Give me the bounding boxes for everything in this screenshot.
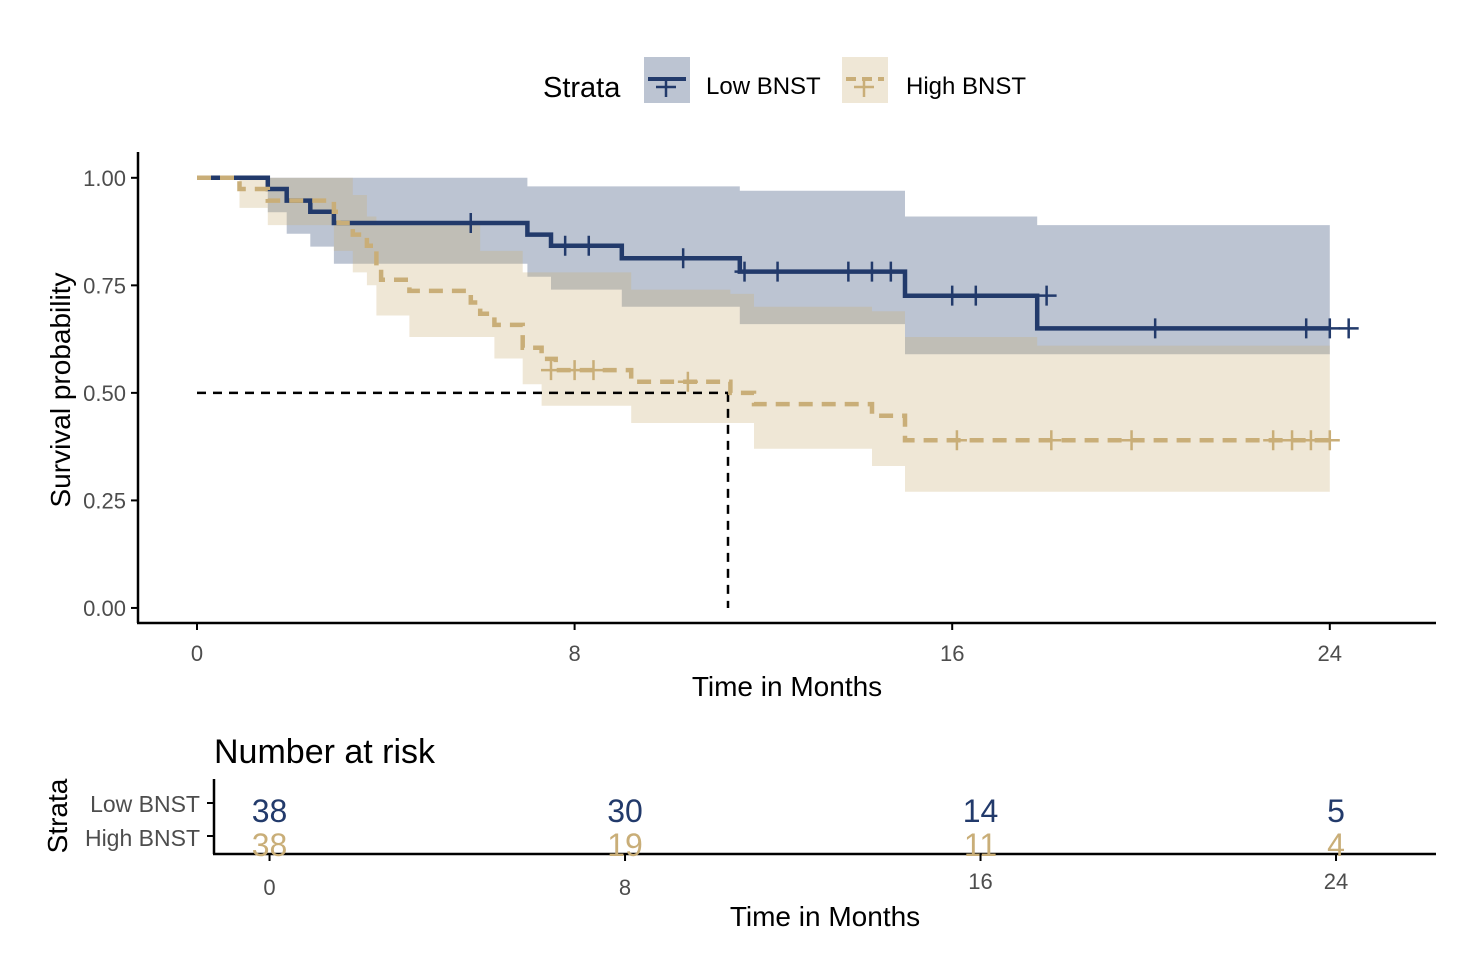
- censor-mark-low-bnst: [861, 261, 882, 282]
- x-tick-label: 8: [568, 641, 580, 666]
- censor-mark-low-bnst: [942, 285, 963, 306]
- risk-table-title: Number at risk: [214, 733, 436, 771]
- legend-key-high-bnst-censor: [854, 77, 874, 97]
- censor-mark-low-bnst: [1296, 318, 1317, 339]
- risk-x-tick-label: 8: [619, 875, 631, 900]
- risk-table-panel: Number at risk Low BNST High BNST Strata…: [42, 733, 1436, 932]
- censor-mark-high-bnst: [1319, 430, 1340, 451]
- risk-x-tick-label: 0: [263, 875, 275, 900]
- censor-mark-high-bnst: [564, 360, 585, 381]
- y-tick-label: 0.25: [83, 488, 126, 513]
- legend-title: Strata: [543, 72, 621, 104]
- y-axis-title: Survival probability: [45, 273, 76, 508]
- risk-x-tick-label: 16: [968, 869, 992, 894]
- risk-table-x-ticks: 0 8 16 24: [263, 854, 1348, 900]
- risk-count-low-bnst: 14: [963, 793, 999, 829]
- censor-mark-high-bnst: [1263, 430, 1284, 451]
- censor-mark-low-bnst: [734, 261, 755, 282]
- censor-mark-low-bnst: [1036, 285, 1057, 306]
- censor-mark-low-bnst: [880, 261, 901, 282]
- censor-mark-low-bnst: [965, 285, 986, 306]
- legend: Strata Low BNST High BNST: [543, 57, 1026, 104]
- risk-table-cells: 38 30 14 538 19 11 4: [252, 793, 1345, 863]
- ci-band-high-bnst: [197, 177, 1330, 492]
- legend-label-low-bnst: Low BNST: [706, 73, 821, 100]
- censor-mark-low-bnst: [673, 248, 694, 269]
- censor-mark-high-bnst: [583, 360, 604, 381]
- x-tick-label: 24: [1318, 641, 1342, 666]
- censor-marks: [460, 212, 1359, 451]
- risk-count-low-bnst: 38: [252, 793, 288, 829]
- risk-count-high-bnst: 4: [1327, 827, 1345, 863]
- median-survival-lines: [197, 391, 730, 608]
- risk-table-y-axis-title: Strata: [42, 778, 73, 853]
- censor-mark-low-bnst: [838, 261, 859, 282]
- censor-mark-low-bnst: [555, 235, 576, 256]
- censor-mark-high-bnst: [1282, 430, 1303, 451]
- censor-mark-high-bnst: [946, 430, 967, 451]
- legend-key-low-bnst: [644, 57, 690, 103]
- survival-curves: [197, 175, 1330, 443]
- censor-mark-high-bnst: [1300, 430, 1321, 451]
- risk-table-strata-label-low: Low BNST: [90, 791, 200, 817]
- survival-curve-high-bnst: [197, 175, 1330, 443]
- censor-mark-high-bnst: [1041, 430, 1062, 451]
- y-tick-label: 0.50: [83, 381, 126, 406]
- censor-mark-low-bnst: [1319, 318, 1340, 339]
- y-axis-ticks: 0.00 0.25 0.50 0.75 1.00: [83, 166, 138, 621]
- censor-mark-low-bnst: [578, 235, 599, 256]
- legend-key-high-bnst: [842, 57, 888, 103]
- risk-x-tick-label: 24: [1324, 869, 1348, 894]
- x-tick-label: 0: [191, 641, 203, 666]
- censor-mark-low-bnst: [1338, 318, 1359, 339]
- risk-table-strata-label-high: High BNST: [85, 825, 200, 851]
- survival-curve-low-bnst: [197, 175, 1330, 331]
- legend-key-low-bnst-censor: [656, 77, 676, 97]
- censor-mark-high-bnst: [541, 360, 561, 381]
- risk-count-low-bnst: 5: [1327, 793, 1345, 829]
- x-tick-label: 16: [940, 641, 964, 666]
- y-tick-label: 0.75: [83, 273, 126, 298]
- y-tick-label: 1.00: [83, 166, 126, 191]
- legend-label-high-bnst: High BNST: [906, 73, 1026, 100]
- x-axis-title: Time in Months: [692, 671, 882, 702]
- x-axis-ticks: 0 8 16 24: [191, 623, 1342, 666]
- censor-mark-high-bnst: [677, 371, 698, 392]
- censor-mark-low-bnst: [767, 261, 788, 282]
- risk-count-low-bnst: 30: [607, 793, 643, 829]
- censor-mark-low-bnst: [1145, 318, 1166, 339]
- censor-mark-high-bnst: [1121, 430, 1142, 451]
- risk-table-x-axis-title: Time in Months: [730, 901, 920, 932]
- y-tick-label: 0.00: [83, 596, 126, 621]
- km-plot-panel: 0.00 0.25 0.50 0.75 1.00 0 8 16 24 Time in Mont…: [45, 152, 1436, 702]
- censor-mark-low-bnst: [460, 212, 481, 233]
